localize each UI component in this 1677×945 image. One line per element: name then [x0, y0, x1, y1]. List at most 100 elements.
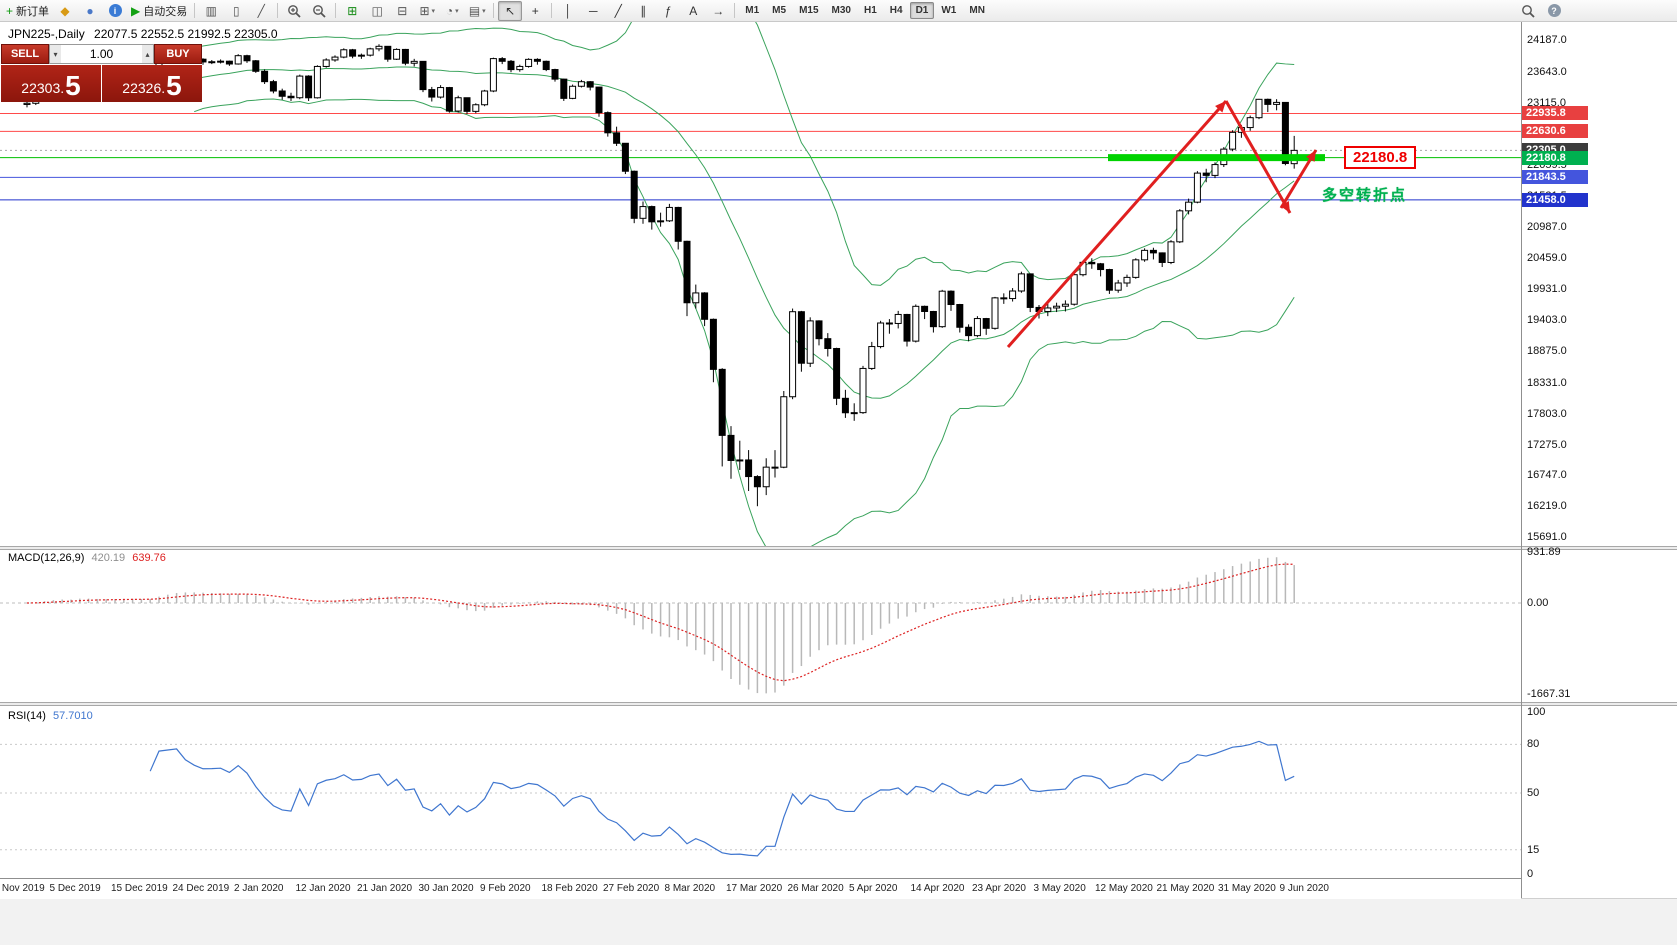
date-tick: 27 Feb 2020	[603, 883, 660, 894]
volume-control: ▾ ▴	[49, 44, 154, 64]
profile-icon[interactable]: ●	[78, 1, 102, 21]
tf-m30-button[interactable]: M30	[831, 5, 851, 16]
candlestick-chart-button[interactable]: ▯	[224, 1, 248, 21]
tf-d1-button[interactable]: D1	[909, 2, 935, 19]
date-tick: 2 Jan 2020	[234, 883, 284, 894]
new-chart-button-glyph: ⊞	[419, 3, 430, 18]
price-scale[interactable]: 24187.023643.023115.022587.022059.521531…	[1522, 22, 1677, 898]
price-tick: 17803.0	[1527, 407, 1567, 420]
price-badge: 21843.5	[1522, 170, 1588, 185]
help-icon-glyph: ?	[1547, 4, 1561, 17]
arrows-button[interactable]: →	[706, 1, 730, 21]
toolbar-separator	[277, 3, 279, 18]
tf-mn-button[interactable]: MN	[969, 5, 985, 16]
trendline-button-glyph: ╱	[614, 3, 622, 18]
price-badge: 21458.0	[1522, 192, 1588, 207]
macd-main-value: 420.19	[91, 552, 126, 564]
volume-down-icon[interactable]: ▾	[50, 45, 61, 63]
toolbar-main-group: + 新订单 ◆ ● i ▶ 自动交易 ▥ ▯ ╱ ⊞ ◫ ⊟ ⊞ ▾ ◔ ▾ ▤ ▾ ↖ + │ ─ ╱ ∥ ƒ A → M1 M5 M15…	[3, 0, 991, 21]
symbol-period-label: JPN225-,Daily	[8, 27, 85, 41]
arrows-button-glyph: →	[712, 3, 725, 18]
line-chart-button-glyph: ╱	[257, 3, 265, 18]
pane-separator[interactable]	[0, 702, 1677, 706]
macd-pane-canvas[interactable]	[0, 550, 1521, 703]
sell-price-head: 22303.	[21, 80, 65, 96]
macd-signal-value: 639.76	[132, 552, 166, 564]
templates-button-glyph: ▤	[468, 3, 481, 18]
macd-name: MACD(12,26,9)	[8, 552, 85, 564]
price-tick: 18875.0	[1527, 344, 1567, 357]
time-scale[interactable]: 25 Nov 2019 5 Dec 2019 15 Dec 2019 24 Dec 2…	[0, 878, 1521, 899]
price-tick: 24187.0	[1527, 34, 1567, 47]
date-tick: 26 Mar 2020	[787, 883, 844, 894]
periods-button[interactable]: ◔ ▾	[445, 3, 459, 18]
tf-m5-button[interactable]: M5	[772, 5, 787, 16]
vertical-line-button-glyph: │	[564, 3, 573, 18]
bar-chart-button[interactable]: ▥	[199, 1, 223, 21]
tile-windows-button[interactable]: ◫	[365, 1, 389, 21]
tf-h1-button[interactable]: H1	[863, 5, 877, 16]
date-tick: 15 Dec 2019	[111, 883, 168, 894]
rsi-pane-canvas[interactable]	[0, 706, 1521, 878]
trendline-button[interactable]: ╱	[606, 1, 630, 21]
rsi-name: RSI(14)	[8, 710, 46, 722]
templates-button[interactable]: ▤ ▾	[468, 3, 486, 18]
text-button[interactable]: A	[681, 1, 705, 21]
price-tick: 23115.0	[1527, 96, 1566, 109]
support-bar	[1108, 154, 1325, 162]
help-icon[interactable]: ?	[1542, 1, 1566, 21]
favorites-icon[interactable]: ◆	[53, 1, 77, 21]
line-chart-button[interactable]: ╱	[249, 1, 273, 21]
volume-input[interactable]	[61, 45, 142, 63]
autotrade-button-glyph: ▶	[131, 3, 141, 18]
tf-m1-button[interactable]: M1	[745, 5, 760, 16]
new-chart-button[interactable]: ⊞ ▾	[419, 3, 436, 18]
info-icon[interactable]: i	[103, 1, 127, 21]
fibonacci-button[interactable]: ƒ	[656, 1, 680, 21]
main-chart-canvas[interactable]	[0, 22, 1521, 547]
rsi-tick: 0	[1527, 868, 1534, 880]
horizontal-line-button[interactable]: ─	[581, 1, 605, 21]
volume-up-icon[interactable]: ▴	[141, 45, 153, 63]
profile-icon-glyph: ●	[86, 3, 94, 18]
rsi-indicator-label: RSI(14) 57.7010	[8, 710, 93, 722]
cascade-windows-button[interactable]: ⊟	[390, 1, 414, 21]
date-tick: 5 Dec 2019	[49, 883, 101, 894]
support-level-label[interactable]: 22180.8	[1344, 146, 1417, 169]
buy-price-big-digit: 5	[166, 70, 182, 101]
autotrade-button[interactable]: ▶ 自动交易	[131, 3, 188, 18]
zoom-out-button[interactable]	[307, 1, 331, 21]
channel-button-glyph: ∥	[640, 3, 647, 18]
tf-w1-button[interactable]: W1	[941, 5, 957, 16]
sell-button[interactable]: SELL	[1, 44, 49, 64]
tf-h4-button[interactable]: H4	[889, 5, 903, 16]
vertical-line-button[interactable]: │	[556, 1, 580, 21]
tf-m15-button[interactable]: M15	[799, 5, 819, 16]
price-tick: 15691.0	[1527, 531, 1567, 544]
new-order-button[interactable]: + 新订单	[6, 3, 50, 18]
annotation-note-text[interactable]: 多空转折点	[1322, 187, 1408, 204]
price-scale-border	[1521, 22, 1522, 898]
date-tick: 23 Apr 2020	[972, 883, 1026, 894]
rsi-tick: 100	[1527, 706, 1546, 718]
price-badge: 22630.6	[1522, 124, 1588, 139]
price-tick: 16747.0	[1527, 469, 1567, 482]
sell-price-panel[interactable]: 22303. 5	[1, 65, 101, 102]
pane-separator[interactable]	[0, 546, 1677, 550]
buy-price-panel[interactable]: 22326. 5	[102, 65, 202, 102]
macd-indicator-label: MACD(12,26,9) 420.19 639.76	[8, 552, 166, 564]
price-tick: 19403.0	[1527, 314, 1567, 327]
price-tick: 19931.0	[1527, 283, 1567, 296]
buy-button[interactable]: BUY	[154, 44, 202, 64]
channel-button[interactable]: ∥	[631, 1, 655, 21]
search-icon[interactable]	[1516, 1, 1540, 21]
zoom-in-button[interactable]	[282, 1, 306, 21]
macd-tick: -1667.31	[1527, 688, 1571, 701]
chart-symbol-title: JPN225-,Daily 22077.5 22552.5 21992.5 22…	[8, 27, 284, 41]
auto-arrange-button[interactable]: ⊞	[340, 1, 364, 21]
crosshair-button[interactable]: +	[523, 1, 547, 21]
macd-tick: 931.89	[1527, 546, 1561, 559]
cursor-button[interactable]: ↖	[498, 0, 523, 21]
toolbar-separator	[493, 3, 495, 18]
window-bottom-area	[0, 898, 1677, 945]
